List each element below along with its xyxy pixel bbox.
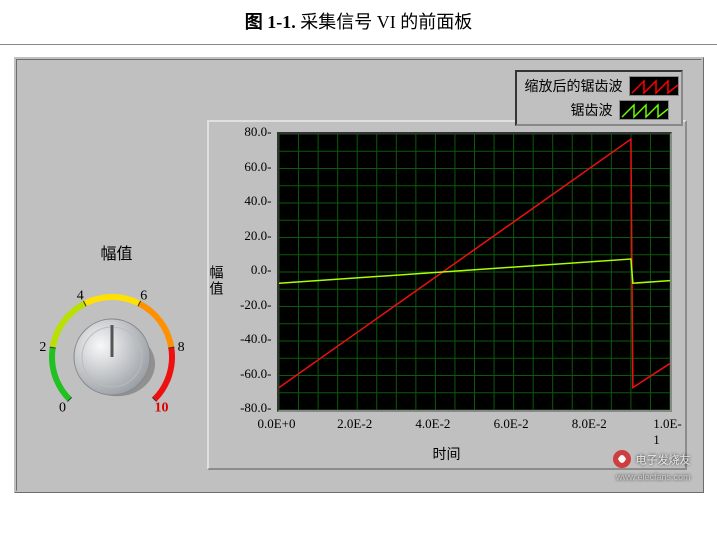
legend-row: 缩放后的锯齿波: [519, 74, 679, 98]
svg-text:8: 8: [177, 340, 184, 355]
xtick-label: 1.0E-1: [653, 416, 682, 448]
watermark-url: www.elecfans.com: [612, 472, 691, 482]
svg-text:6: 6: [140, 289, 147, 304]
xtick-label: 6.0E-2: [494, 416, 529, 432]
vi-front-panel: 缩放后的锯齿波锯齿波 幅值 0 2 4 6 8 10 幅值 时间 -80.0- -60.0-…: [14, 57, 704, 493]
ytick-label: 60.0-: [244, 159, 271, 175]
ytick-label: -20.0-: [240, 297, 271, 313]
elecfans-logo-icon: [612, 449, 632, 472]
svg-text:2: 2: [39, 340, 46, 355]
svg-text:4: 4: [76, 289, 83, 304]
figure-caption-prefix: 图 1-1.: [245, 12, 296, 32]
legend-label: 锯齿波: [519, 100, 619, 120]
figure-caption-text: 采集信号 VI 的前面板: [296, 12, 473, 32]
xtick-label: 2.0E-2: [337, 416, 372, 432]
ytick-label: -80.0-: [240, 400, 271, 416]
ytick-label: -40.0-: [240, 331, 271, 347]
svg-text:0: 0: [59, 400, 66, 415]
xtick-label: 8.0E-2: [572, 416, 607, 432]
divider: [0, 44, 717, 45]
legend-swatch: [619, 100, 669, 120]
ytick-label: 80.0-: [244, 124, 271, 140]
waveform-chart: 幅值 时间 -80.0- -60.0- -40.0- -20.0- 0.0- 20.0- 4…: [207, 120, 687, 470]
legend-row: 锯齿波: [519, 98, 679, 122]
watermark: 电子发烧友 www.elecfans.com: [612, 449, 691, 482]
knob-label: 幅值: [37, 240, 197, 264]
svg-text:10: 10: [154, 400, 168, 415]
ytick-label: -60.0-: [240, 366, 271, 382]
plot-area: [277, 132, 672, 412]
chart-legend: 缩放后的锯齿波锯齿波: [515, 70, 683, 126]
ytick-label: 20.0-: [244, 228, 271, 244]
figure-caption: 图 1-1. 采集信号 VI 的前面板: [0, 0, 717, 42]
chart-xlabel: 时间: [433, 444, 461, 464]
legend-label: 缩放后的锯齿波: [519, 76, 629, 96]
xtick-label: 4.0E-2: [415, 416, 450, 432]
chart-ylabel: 幅值: [205, 265, 225, 297]
watermark-site: 电子发烧友: [636, 454, 691, 466]
amplitude-knob[interactable]: 0 2 4 6 8 10: [37, 282, 187, 432]
ytick-label: 0.0-: [251, 262, 272, 278]
xtick-label: 0.0E+0: [257, 416, 295, 432]
ytick-label: 40.0-: [244, 193, 271, 209]
legend-swatch: [629, 76, 679, 96]
amplitude-knob-section: 幅值 0 2 4 6 8 10: [37, 240, 197, 432]
